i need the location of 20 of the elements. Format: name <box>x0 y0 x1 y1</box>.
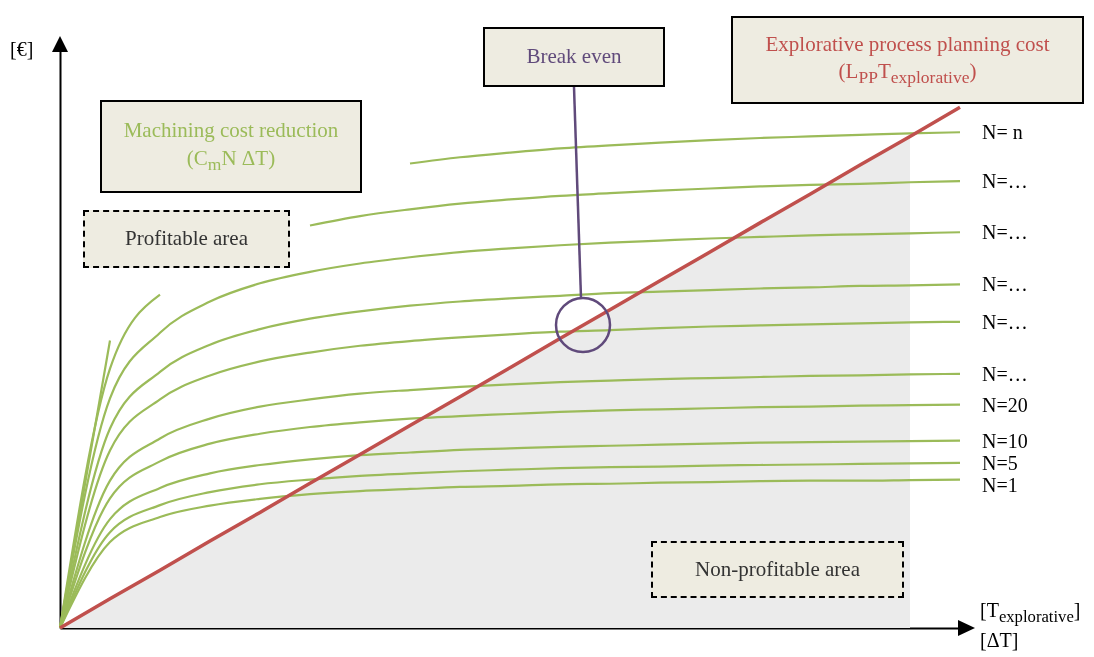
series-label: N= n <box>982 120 1023 144</box>
series-label: N=1 <box>982 473 1018 497</box>
series-label: N=… <box>982 272 1028 296</box>
series-label: N=… <box>982 310 1028 334</box>
text: [T$_{explorative}$] [ΔT] <box>980 599 1081 651</box>
series-label: N=20 <box>982 393 1028 417</box>
text-box: Break even <box>483 27 665 87</box>
text-box: Non-profitable area <box>651 541 904 598</box>
annotation: Machining cost reduction (C$_{m}$N ΔT) <box>122 117 340 176</box>
annotation: Profitable area <box>124 225 249 253</box>
y-axis-title: [€] <box>10 38 34 61</box>
text-box: Machining cost reduction (C$_{m}$N ΔT) <box>100 100 362 193</box>
series-label: N=10 <box>982 429 1028 453</box>
series-label: N=… <box>982 169 1028 193</box>
text-box: Explorative process planning cost (L$_{PP}$T$_{explorative}$) <box>731 16 1084 104</box>
annotation: Non-profitable area <box>695 555 860 583</box>
series-label: N=… <box>982 220 1028 244</box>
text-box: Profitable area <box>83 210 290 268</box>
series-label: N=5 <box>982 451 1018 475</box>
series-label: N=… <box>982 362 1028 386</box>
